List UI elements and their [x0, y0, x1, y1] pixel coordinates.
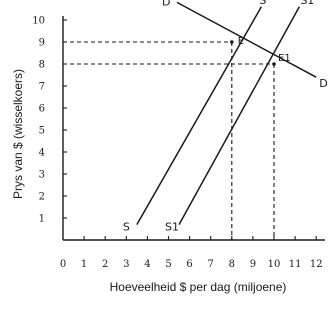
x-axis-label: Hoeveelheid $ per dag (miljoene): [110, 280, 287, 294]
x-tick-label: 9: [250, 259, 256, 270]
labels-layer: E E1 D D S S S1 S1: [123, 0, 328, 234]
y-tick-label: 2: [39, 192, 45, 203]
x-tick-label: 12: [310, 259, 323, 270]
curve-d-start-label: D: [162, 0, 170, 8]
y-tick-label: 5: [39, 126, 45, 137]
equilibrium-2-point: [272, 62, 276, 66]
x-tick-label: 4: [144, 259, 150, 270]
x-tick-label: 2: [102, 259, 108, 270]
curve-s-end-label: S: [259, 0, 266, 7]
x-tick-label: 3: [123, 259, 129, 270]
y-axis-label: Prys van $ (wisselkoers): [11, 69, 25, 199]
y-tick-label: 3: [39, 170, 45, 181]
axes-layer: [62, 16, 325, 241]
x-tick-label: 11: [289, 259, 302, 270]
curve-d: [176, 1, 317, 78]
guides-layer: [63, 41, 275, 240]
curve-s1: [178, 6, 300, 225]
curve-s: [136, 6, 262, 225]
y-tick-label: 1: [39, 214, 45, 225]
y-tick-label: 9: [39, 38, 45, 49]
curve-d-end-label: D: [319, 77, 327, 90]
y-tick-label: 7: [39, 82, 45, 93]
x-tick-label: 8: [229, 259, 235, 270]
x-tick-label: 7: [208, 259, 214, 270]
curves-layer: [136, 1, 317, 225]
x-tick-label: 0: [60, 259, 66, 270]
x-tick-label: 5: [165, 259, 171, 270]
x-tick-label: 6: [186, 259, 192, 270]
x-tick-label: 1: [81, 259, 87, 270]
equilibrium-2-label: E1: [278, 53, 291, 64]
equilibrium-1-point: [230, 40, 234, 44]
y-tick-label: 10: [32, 16, 45, 27]
y-tick-label: 4: [39, 148, 45, 159]
curve-s1-start-label: S1: [165, 221, 179, 234]
y-tick-label: 6: [39, 104, 45, 115]
curve-s1-end-label: S1: [300, 0, 314, 7]
curve-s-start-label: S: [123, 221, 130, 234]
y-tick-label: 8: [39, 60, 45, 71]
equilibrium-1-label: E: [238, 36, 244, 47]
x-tick-label: 10: [268, 259, 281, 270]
